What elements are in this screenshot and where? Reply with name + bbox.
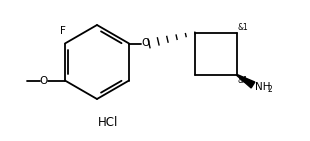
Text: NH: NH (255, 82, 271, 92)
Text: O: O (40, 75, 48, 85)
Polygon shape (237, 75, 255, 88)
Text: &1: &1 (238, 76, 249, 85)
Text: F: F (60, 26, 66, 36)
Text: O: O (141, 38, 149, 49)
Text: HCl: HCl (98, 116, 118, 129)
Text: 2: 2 (267, 84, 272, 93)
Text: &1: &1 (238, 23, 249, 32)
